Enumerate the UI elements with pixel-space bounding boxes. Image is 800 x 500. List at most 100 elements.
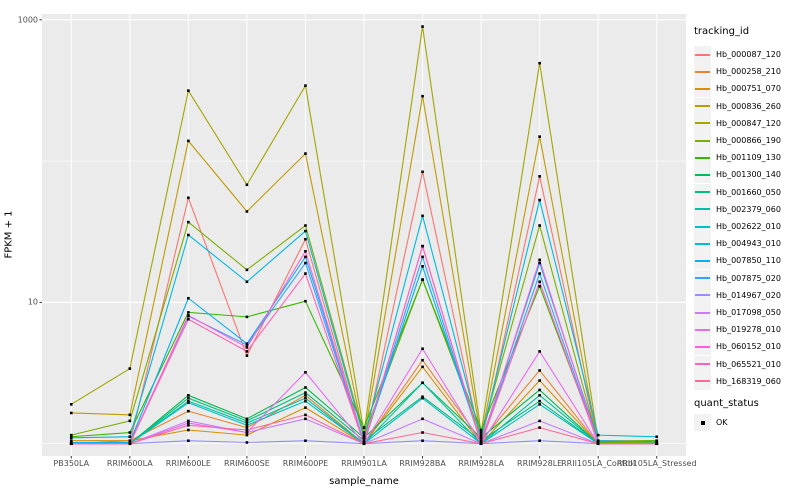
legend-key-swatch [694, 286, 711, 304]
data-point [245, 433, 249, 437]
data-point [304, 371, 307, 374]
data-point [538, 258, 541, 262]
x-tick-label-RRIM928LE: RRIM928LE [517, 459, 563, 468]
data-point [304, 413, 307, 417]
legend-key-line [695, 345, 710, 348]
data-point [655, 435, 659, 439]
legend-key-line [695, 105, 710, 108]
legend-key-line [695, 53, 710, 56]
data-point [187, 196, 190, 200]
legend-label: Hb_000866_190 [716, 136, 781, 145]
legend-entry-Hb_007850_110: Hb_007850_110 [694, 252, 781, 270]
data-point [421, 439, 424, 443]
data-point [304, 417, 307, 421]
data-point [362, 439, 366, 443]
data-point [538, 350, 541, 353]
data-point [421, 25, 424, 28]
data-point [187, 314, 190, 317]
legend-key-line [695, 294, 710, 297]
data-point [304, 406, 307, 409]
legend-label: Hb_060152_010 [716, 342, 781, 352]
legend-key-swatch [694, 97, 711, 115]
legend-label: Hb_001109_130 [716, 153, 781, 163]
data-point [362, 433, 366, 437]
data-point [304, 84, 307, 87]
data-point [187, 394, 190, 397]
x-tick-label-RRIM600LE: RRIM600LE [165, 459, 211, 468]
data-point [596, 439, 600, 443]
data-point [245, 343, 249, 347]
data-point [421, 170, 424, 174]
x-tick-label-PB350LA: PB350LA [53, 459, 90, 468]
legend-entry-Hb_000847_120: Hb_000847_120 [694, 114, 781, 132]
legend-key-swatch [694, 200, 711, 218]
data-point [479, 436, 483, 440]
data-point [245, 426, 249, 429]
legend-key-swatch [694, 338, 711, 356]
data-point [128, 442, 132, 446]
legend-entry-Hb_007875_020: Hb_007875_020 [694, 269, 781, 287]
data-point [538, 61, 541, 65]
data-point [421, 431, 424, 434]
legend-key-line [695, 156, 710, 159]
data-point [128, 367, 132, 370]
data-point [538, 379, 541, 382]
data-point [245, 419, 249, 423]
x-tick-label-RRII105LA_Control: RRII105LA_Control [561, 459, 636, 468]
data-point [245, 441, 249, 444]
legend-label: Hb_002622_010 [716, 222, 781, 231]
x-tick-label-RRIM928BA: RRIM928BA [399, 459, 446, 468]
data-point [304, 439, 307, 443]
legend-entry-Hb_000087_120: Hb_000087_120 [694, 46, 781, 63]
legend-key-swatch [694, 80, 711, 98]
legend-label: Hb_168319_060 [716, 376, 781, 386]
data-point [245, 315, 249, 319]
data-point [304, 399, 307, 403]
legend-key-line [695, 139, 710, 142]
data-point [538, 426, 541, 429]
data-point [538, 439, 541, 443]
data-point [245, 428, 249, 432]
data-point [421, 358, 424, 362]
legend-label: Hb_004943_010 [716, 239, 781, 249]
data-point [245, 350, 249, 353]
data-point [304, 394, 307, 397]
legend-key-swatch [694, 235, 711, 253]
data-point [187, 423, 190, 427]
data-point [421, 278, 424, 281]
data-point [421, 244, 424, 248]
legend-key-line [695, 225, 710, 228]
data-point [245, 210, 249, 213]
legend-label: Hb_000847_120 [716, 118, 781, 128]
data-point [362, 431, 366, 434]
data-point [421, 396, 424, 400]
legend-key-line [695, 259, 710, 262]
data-point [304, 386, 307, 389]
legend-key-line [695, 173, 710, 176]
legend-key-swatch [694, 166, 711, 184]
legend-entry-Hb_000258_210: Hb_000258_210 [694, 63, 781, 81]
legend: tracking_id Hb_000087_120 Hb_000258_210 Hb… [694, 0, 800, 500]
legend-title-tracking-id: tracking_id [694, 26, 750, 37]
legend-title-quant-status: quant_status [694, 398, 759, 409]
legend-entry-Hb_014967_020: Hb_014967_020 [694, 286, 781, 304]
data-point [479, 439, 483, 443]
legend-key-swatch [694, 46, 711, 63]
data-point [304, 391, 307, 394]
legend-label: Hb_001660_050 [716, 187, 781, 197]
data-point [538, 285, 541, 288]
data-point [362, 426, 366, 429]
x-tick-label-RRIM600LA: RRIM600LA [106, 459, 153, 468]
data-point [245, 431, 249, 434]
legend-key-swatch [694, 183, 711, 201]
legend-entry-Hb_000866_190: Hb_000866_190 [694, 132, 781, 149]
legend-label: OK [716, 418, 728, 427]
data-point [69, 439, 73, 443]
legend-entry-Hb_017098_050: Hb_017098_050 [694, 304, 781, 321]
data-point [538, 224, 541, 227]
data-point [538, 261, 541, 265]
data-point [245, 346, 249, 349]
data-point [69, 436, 73, 440]
legend-label: Hb_017098_050 [716, 308, 781, 317]
legend-entry-Hb_065521_010: Hb_065521_010 [694, 355, 781, 373]
